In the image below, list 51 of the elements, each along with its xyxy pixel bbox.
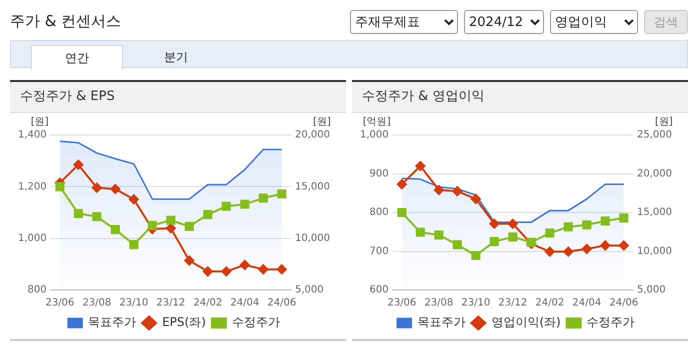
y2-axis-title: [원] [655,116,673,128]
x-tick-label: 24/02 [193,298,222,309]
y2-tick-label: 10,000 [295,232,330,244]
y2-tick-label: 5,000 [637,284,666,296]
legend-label: 목표주가 [417,315,466,330]
x-tick-label: 23/12 [156,298,186,309]
y-axis-title: [원] [30,116,49,128]
text: 영업이익 [550,10,638,34]
y2-tick-label: 10,000 [637,246,672,257]
text: 주재무제표 [350,10,458,34]
text: 2024/12 [464,10,544,34]
x-tick-label: 24/06 [267,298,296,309]
y2-axis-title: [원] [313,116,331,128]
x-tick-label: 24/02 [535,298,564,309]
y-tick-label: 700 [370,246,389,257]
legend-label: 수정주가 [586,315,635,330]
x-tick-label: 23/10 [461,298,490,309]
y2-tick-label: 15,000 [637,207,672,218]
y2-tick-label: 5,000 [295,284,324,296]
y-axis-title: [억원] [362,116,391,128]
x-tick-label: 23/08 [82,298,112,309]
y2-tick-label: 25,000 [637,130,672,141]
chart-title: 수정주가 & EPS [10,80,346,113]
y-tick-label: 1,200 [18,181,47,192]
y2-tick-label: 15,000 [295,181,330,192]
legend-label: 수정주가 [232,315,280,330]
y-tick-label: 1,400 [18,130,47,141]
x-tick-label: 23/08 [424,298,454,309]
legend-label: 목표주가 [88,315,136,330]
x-tick-label: 23/06 [45,298,74,309]
x-tick-label: 23/06 [387,298,416,309]
text: 연간 [31,45,123,70]
y2-tick-label: 20,000 [637,168,672,180]
y-tick-label: 1,000 [360,130,389,141]
x-tick-label: 23/12 [498,298,528,309]
y-tick-label: 800 [370,207,389,218]
y-tick-label: 1,000 [18,232,47,244]
x-tick-label: 24/04 [230,298,260,309]
y-tick-label: 800 [28,284,47,296]
y-tick-label: 900 [370,168,389,180]
legend-label: EPS(좌) [162,315,206,330]
text: 검색 [644,10,688,34]
text: 분기 [163,49,189,66]
legend-label: 영업이익(좌) [491,315,561,330]
x-tick-label: 24/06 [609,298,638,309]
y-tick-label: 600 [370,284,389,296]
x-tick-label: 23/10 [119,298,148,309]
chart-title: 수정주가 & 영업이익 [352,80,688,113]
y2-tick-label: 20,000 [295,130,330,141]
x-tick-label: 24/04 [572,298,602,309]
text: 주가 & 컨센서스 [10,12,122,31]
